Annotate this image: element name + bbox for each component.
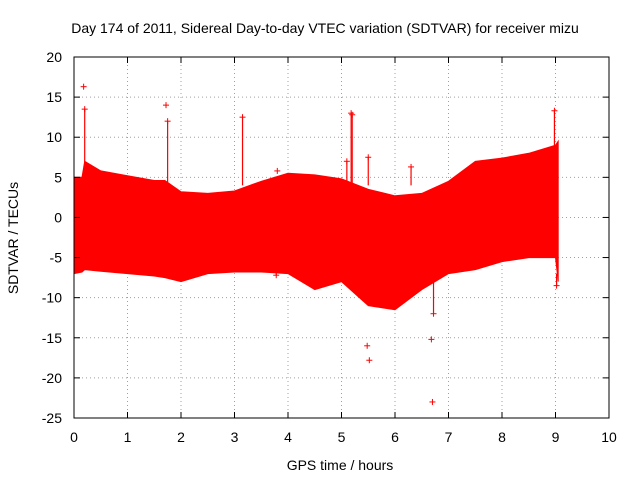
outlier-point xyxy=(366,357,373,364)
outlier-point xyxy=(81,106,88,186)
outlier-point xyxy=(163,102,170,109)
y-tick-label: 0 xyxy=(54,209,62,225)
y-tick-label: 5 xyxy=(54,169,62,185)
outlier-point xyxy=(429,398,436,405)
outlier-point xyxy=(349,111,356,186)
outlier-point xyxy=(365,154,372,186)
outlier-point xyxy=(364,342,371,349)
outlier-point xyxy=(273,272,280,279)
outlier-point xyxy=(348,110,355,186)
x-tick-label: 2 xyxy=(177,429,185,445)
chart-title: Day 174 of 2011, Sidereal Day-to-day VTE… xyxy=(71,20,579,36)
outlier-point xyxy=(553,273,560,289)
x-tick-label: 0 xyxy=(70,429,78,445)
y-tick-label: -20 xyxy=(42,370,62,386)
data-layer xyxy=(73,83,560,405)
outlier-point xyxy=(343,158,350,186)
y-tick-label: 15 xyxy=(46,89,62,105)
y-tick-label: 10 xyxy=(46,129,62,145)
y-tick-label: -15 xyxy=(42,330,62,346)
x-tick-label: 1 xyxy=(124,429,132,445)
data-band xyxy=(73,139,559,311)
outlier-point xyxy=(239,114,246,186)
outlier-point xyxy=(430,273,437,317)
outlier-point xyxy=(274,167,281,174)
tick-labels: 0 1 2 3 4 5 6 7 8 9 10 -25 -20 -15 -10 -5 0 5 10 15 20 xyxy=(42,49,617,445)
x-tick-label: 6 xyxy=(391,429,399,445)
outlier-point xyxy=(408,163,415,186)
x-axis-label: GPS time / hours xyxy=(287,457,394,473)
x-tick-label: 4 xyxy=(284,429,292,445)
y-axis-label: SDTVAR / TECUs xyxy=(5,182,21,294)
outlier-point xyxy=(80,83,87,90)
outlier-point xyxy=(428,336,435,343)
y-tick-label: -5 xyxy=(50,250,63,266)
x-tick-label: 8 xyxy=(498,429,506,445)
x-tick-label: 7 xyxy=(445,429,453,445)
ticks xyxy=(73,56,610,419)
outlier-point xyxy=(551,107,558,186)
x-tick-label: 5 xyxy=(338,429,346,445)
outlier-point xyxy=(164,118,171,186)
x-tick-label: 9 xyxy=(552,429,560,445)
x-tick-label: 3 xyxy=(231,429,239,445)
y-tick-label: -10 xyxy=(42,290,62,306)
x-tick-label: 10 xyxy=(601,429,617,445)
y-tick-label: 20 xyxy=(46,49,62,65)
y-tick-label: -25 xyxy=(42,410,62,426)
